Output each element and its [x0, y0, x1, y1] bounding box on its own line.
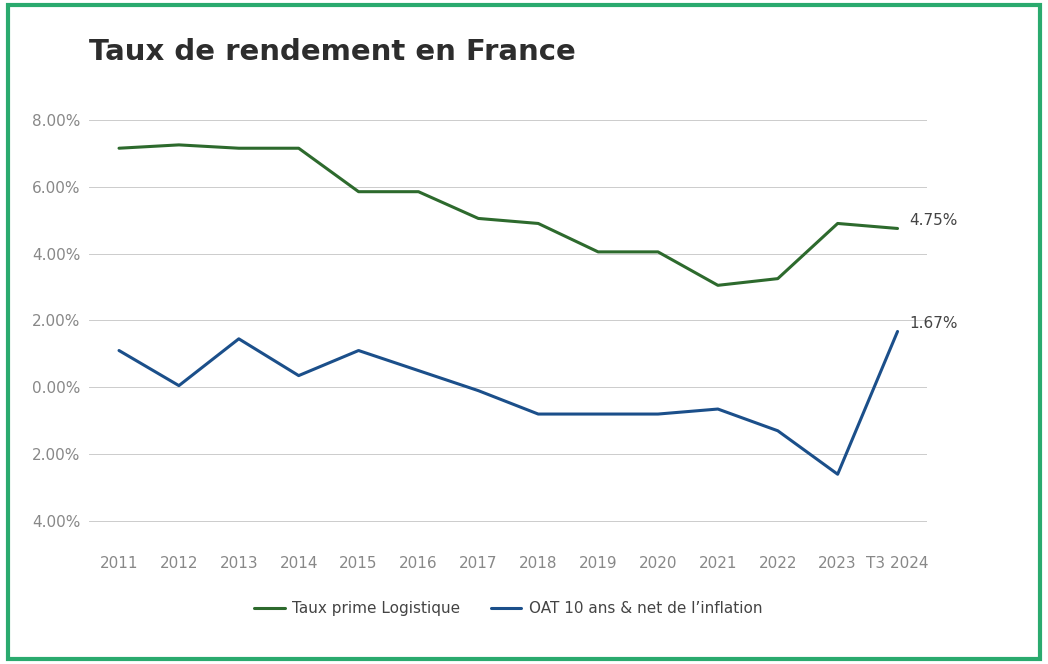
OAT 10 ans & net de l’inflation — [472, 386, 484, 394]
Taux prime Logistique — [352, 188, 365, 196]
Text: 4.75%: 4.75% — [910, 212, 958, 228]
Taux prime Logistique — [771, 275, 784, 283]
Taux prime Logistique — [831, 220, 844, 228]
Taux prime Logistique — [472, 214, 484, 222]
Taux prime Logistique — [712, 282, 724, 290]
Taux prime Logistique — [292, 144, 305, 152]
Taux prime Logistique — [652, 248, 664, 256]
Taux prime Logistique — [532, 220, 545, 228]
OAT 10 ans & net de l’inflation — [771, 427, 784, 435]
Legend: Taux prime Logistique, OAT 10 ans & net de l’inflation: Taux prime Logistique, OAT 10 ans & net … — [248, 595, 768, 622]
OAT 10 ans & net de l’inflation — [233, 335, 245, 343]
OAT 10 ans & net de l’inflation — [652, 410, 664, 418]
OAT 10 ans & net de l’inflation — [592, 410, 605, 418]
OAT 10 ans & net de l’inflation — [292, 372, 305, 380]
Taux prime Logistique — [412, 188, 424, 196]
OAT 10 ans & net de l’inflation — [532, 410, 545, 418]
OAT 10 ans & net de l’inflation — [412, 367, 424, 374]
OAT 10 ans & net de l’inflation — [173, 382, 185, 390]
Taux prime Logistique — [891, 224, 903, 232]
Taux prime Logistique — [113, 144, 126, 152]
Line: Taux prime Logistique: Taux prime Logistique — [119, 145, 897, 286]
Taux prime Logistique — [233, 144, 245, 152]
OAT 10 ans & net de l’inflation — [712, 405, 724, 413]
Taux prime Logistique — [592, 248, 605, 256]
OAT 10 ans & net de l’inflation — [352, 347, 365, 355]
Line: OAT 10 ans & net de l’inflation: OAT 10 ans & net de l’inflation — [119, 331, 897, 474]
OAT 10 ans & net de l’inflation — [891, 327, 903, 335]
Taux prime Logistique — [173, 141, 185, 149]
OAT 10 ans & net de l’inflation — [831, 470, 844, 478]
Text: Taux de rendement en France: Taux de rendement en France — [89, 39, 575, 66]
Text: 1.67%: 1.67% — [910, 315, 958, 331]
OAT 10 ans & net de l’inflation — [113, 347, 126, 355]
